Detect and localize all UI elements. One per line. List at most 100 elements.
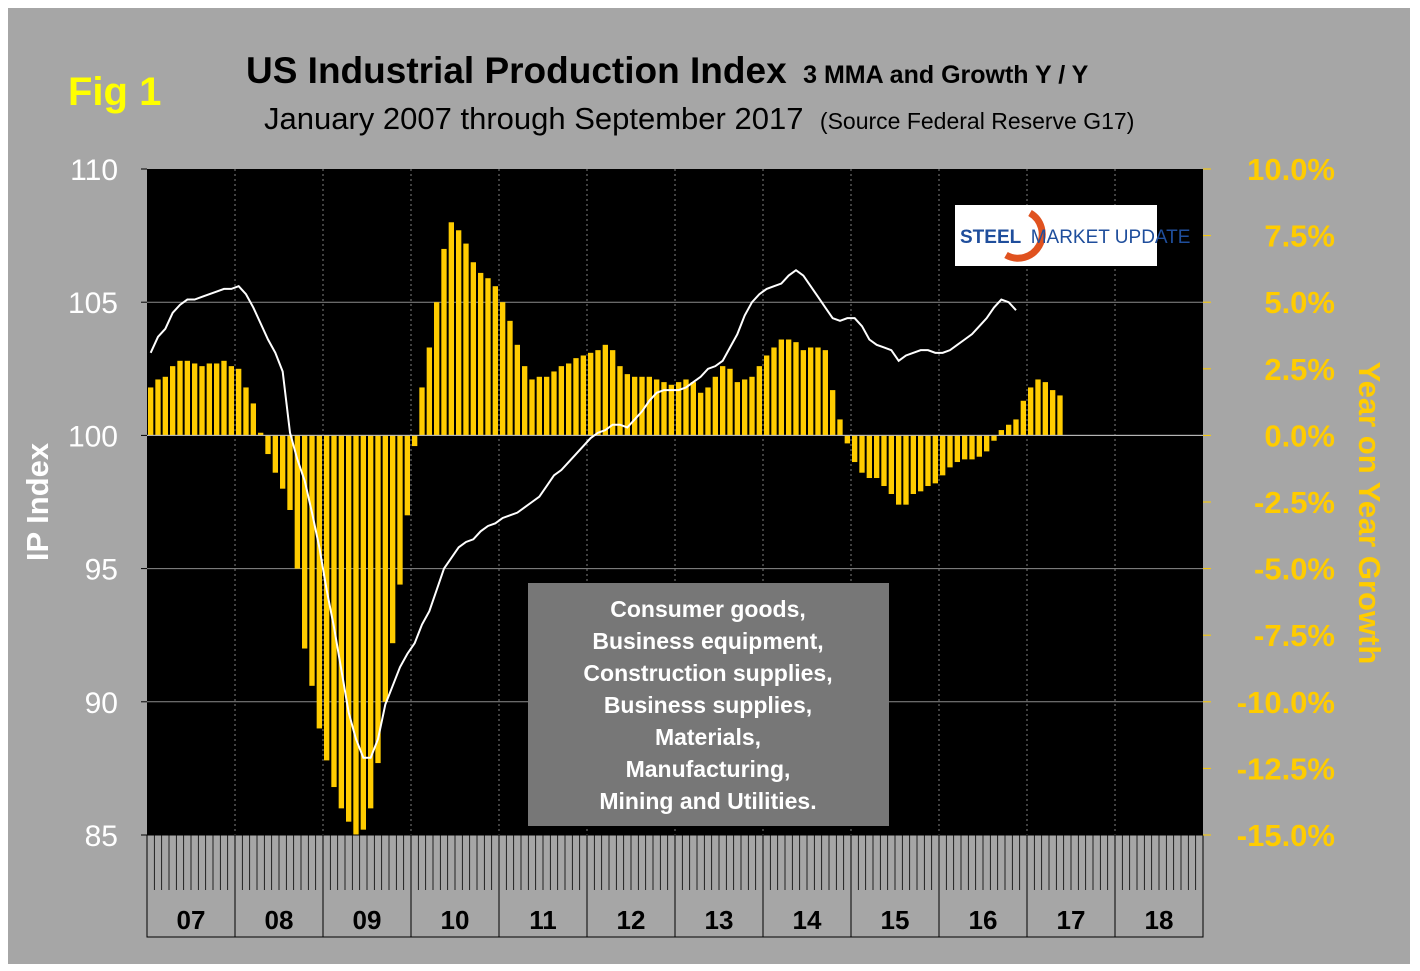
logo-word-market-update: MARKET UPDATE (1031, 227, 1191, 248)
growth-bar (412, 435, 418, 447)
growth-bar (668, 384, 674, 436)
x-axis-tick-labels: 07 08 09 10 11 12 13 14 15 16 17 18 (177, 905, 1174, 935)
growth-bar (162, 376, 168, 436)
y-tick-label: 90 (85, 687, 118, 720)
y2-tick-label: -2.5% (1254, 485, 1335, 520)
growth-bar (294, 435, 300, 569)
x-tick-label: 14 (793, 905, 822, 935)
growth-bar (221, 360, 227, 436)
growth-bar (214, 363, 220, 436)
logo-word-steel: STEEL (960, 227, 1022, 248)
y-tick-label: 110 (70, 154, 118, 187)
growth-bar (698, 392, 704, 436)
y2-tick-label: 2.5% (1264, 352, 1335, 387)
x-tick-label: 11 (529, 905, 557, 935)
chart-title-small: 3 MMA and Growth Y / Y (803, 61, 1089, 89)
growth-bar (375, 435, 381, 764)
growth-bar (302, 435, 308, 649)
growth-bar (529, 379, 535, 436)
growth-bar (888, 435, 894, 495)
growth-bar (1035, 379, 1041, 436)
growth-bar (353, 435, 359, 835)
growth-bar (676, 382, 682, 436)
annotation-box: Consumer goods, Business equipment, Constr… (528, 583, 889, 826)
growth-bar (815, 347, 821, 436)
y-axis-tick-labels: 110 105 100 95 90 85 (68, 154, 147, 853)
growth-bar (727, 368, 733, 436)
annotation-line: Business supplies, (604, 692, 812, 718)
growth-bar (866, 435, 872, 479)
growth-bar (551, 371, 557, 436)
growth-bar (837, 419, 843, 436)
growth-bar (646, 376, 652, 436)
growth-bar (478, 272, 484, 436)
growth-bar (588, 352, 594, 436)
growth-bar (1020, 400, 1026, 436)
growth-bar (624, 374, 630, 436)
y2-tick-label: 5.0% (1264, 285, 1335, 320)
growth-bar (859, 435, 865, 473)
annotation-background (528, 583, 889, 826)
growth-bar (390, 435, 396, 644)
growth-bar (338, 435, 344, 809)
growth-bar (485, 278, 491, 436)
growth-bar (206, 363, 212, 436)
growth-bar (602, 344, 608, 436)
y-tick-label: 85 (85, 820, 118, 853)
logo-text: STEEL MARKET UPDATE (960, 227, 1190, 248)
growth-bar (1013, 419, 1019, 436)
growth-bar (280, 435, 286, 489)
y-axis-label: IP Index (20, 442, 55, 561)
growth-bar (1006, 424, 1012, 436)
growth-bar (514, 344, 520, 436)
growth-bar (720, 366, 726, 436)
growth-bar (822, 350, 828, 436)
growth-bar (705, 387, 711, 436)
growth-bar (764, 355, 770, 436)
growth-bar (566, 363, 572, 436)
growth-bar (456, 230, 462, 436)
y2-tick-label: -7.5% (1254, 618, 1335, 653)
growth-bar (632, 376, 638, 436)
growth-bar (852, 435, 858, 463)
x-axis-year-dividers (234, 835, 1116, 937)
growth-bar (507, 320, 513, 436)
growth-bar (1057, 395, 1063, 436)
annotation-line: Consumer goods, (610, 596, 806, 622)
growth-bar (419, 387, 425, 436)
annotation-line: Materials, (655, 724, 761, 750)
annotation-line: Construction supplies, (583, 660, 832, 686)
y2-tick-label: -12.5% (1237, 751, 1335, 786)
growth-bar (170, 366, 176, 436)
x-tick-label: 08 (265, 905, 294, 935)
growth-bar (470, 262, 476, 436)
growth-bar (786, 339, 792, 436)
growth-bar (228, 366, 234, 436)
growth-bar (903, 435, 909, 505)
chart-header: Fig 1 US Industrial Production Index 3 M… (68, 50, 1134, 136)
figure-label: Fig 1 (68, 70, 161, 114)
x-tick-label: 15 (881, 905, 910, 935)
growth-bar (522, 366, 528, 436)
growth-bar (954, 435, 960, 463)
growth-bar (925, 435, 931, 487)
growth-bar (778, 339, 784, 436)
growth-bar (683, 379, 689, 436)
growth-bar (1042, 382, 1048, 436)
x-tick-label: 07 (177, 905, 206, 935)
y2-tick-label: -5.0% (1254, 552, 1335, 587)
growth-bar (932, 435, 938, 484)
growth-bar (199, 366, 205, 436)
growth-bar (969, 435, 975, 460)
growth-bar (192, 363, 198, 436)
growth-bar (463, 243, 469, 436)
y-tick-label: 105 (68, 287, 118, 320)
growth-bars (147, 222, 1203, 835)
growth-bar (500, 302, 506, 436)
growth-bar (324, 435, 330, 761)
chart-subtitle-main: January 2007 through September 2017 (264, 101, 803, 136)
annotation-line: Business equipment, (592, 628, 823, 654)
growth-bar (918, 435, 924, 492)
growth-bar (331, 435, 337, 788)
growth-bar (1050, 390, 1056, 436)
